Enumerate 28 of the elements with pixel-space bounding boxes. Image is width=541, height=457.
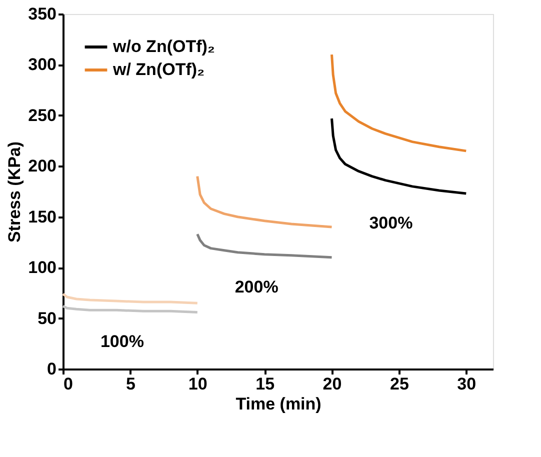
y-tick-label: 150 — [28, 207, 56, 226]
x-tick-label: 15 — [256, 374, 275, 394]
x-tick-label: 0 — [64, 374, 73, 394]
annotation: 300% — [369, 214, 413, 233]
y-tick-label: 0 — [47, 360, 56, 378]
y-axis-title: Stress (KPa) — [5, 141, 24, 243]
x-tick-label: 10 — [188, 374, 208, 394]
line-series — [330, 117, 468, 195]
y-tick-label: 250 — [28, 106, 56, 125]
annotation: 100% — [100, 332, 144, 352]
line-series — [196, 175, 333, 228]
line-series — [330, 53, 468, 152]
x-tick-label: 25 — [390, 374, 409, 394]
x-tick-label: 30 — [457, 374, 476, 394]
y-tick-label: 350 — [28, 4, 56, 24]
legend-label: w/o Zn(OTf)₂ — [112, 37, 215, 56]
line-series — [62, 292, 199, 304]
legend-label: w/ Zn(OTf)₂ — [112, 60, 205, 79]
x-tick-label: 5 — [126, 374, 136, 394]
y-tick-label: 100 — [28, 258, 56, 278]
annotation: 200% — [234, 277, 278, 296]
x-axis-title: Time (min) — [236, 394, 322, 414]
line-series — [196, 232, 333, 259]
y-tick-label: 50 — [38, 308, 56, 328]
line-series — [62, 304, 199, 314]
x-tick-label: 20 — [322, 374, 342, 394]
y-tick-label: 300 — [28, 55, 56, 74]
y-tick-label: 200 — [28, 156, 56, 176]
